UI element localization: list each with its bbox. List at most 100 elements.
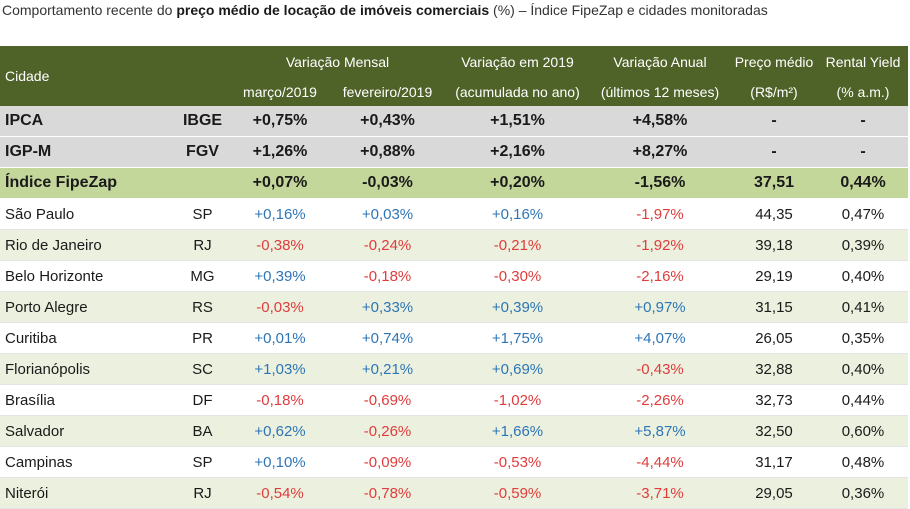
cell-march: -0,03% — [230, 291, 330, 323]
table-row: São Paulo SP +0,16% +0,03% +0,16% -1,97% 44,35… — [0, 198, 908, 230]
cell-ytd: +0,20% — [445, 167, 590, 199]
cell-code: PR — [175, 322, 230, 354]
cell-annual: -4,44% — [590, 446, 730, 478]
cell-ytd: -0,21% — [445, 229, 590, 261]
cell-feb: +0,21% — [330, 353, 445, 385]
cell-price: 37,51 — [730, 167, 818, 199]
table-row: Campinas SP +0,10% -0,09% -0,53% -4,44% 31,17 0… — [0, 446, 908, 478]
table-row: IGP-M FGV +1,26% +0,88% +2,16% +8,27% - - — [0, 136, 908, 168]
cell-yield: 0,35% — [818, 322, 908, 354]
cell-march: +0,10% — [230, 446, 330, 478]
cell-ytd: -0,59% — [445, 477, 590, 509]
header-annual-sub: (últimos 12 meses) — [590, 78, 730, 106]
cell-price: 26,05 — [730, 322, 818, 354]
cell-feb: -0,26% — [330, 415, 445, 447]
cell-ytd: +1,75% — [445, 322, 590, 354]
cell-annual: +5,87% — [590, 415, 730, 447]
table-row: Belo Horizonte MG +0,39% -0,18% -0,30% -2,16%… — [0, 260, 908, 292]
cell-code: SP — [175, 446, 230, 478]
cell-price: 29,19 — [730, 260, 818, 292]
cell-price: - — [730, 136, 818, 168]
cell-ytd: +0,39% — [445, 291, 590, 323]
cell-feb: -0,24% — [330, 229, 445, 261]
cell-price: 31,17 — [730, 446, 818, 478]
cell-name: Belo Horizonte — [0, 260, 175, 292]
cell-annual: -3,71% — [590, 477, 730, 509]
cell-name: São Paulo — [0, 198, 175, 230]
cell-code: RS — [175, 291, 230, 323]
cell-name: Campinas — [0, 446, 175, 478]
table-body: IPCA IBGE +0,75% +0,43% +1,51% +4,58% - - IGP-M F… — [0, 106, 908, 509]
cell-annual: +0,97% — [590, 291, 730, 323]
table-row: Brasília DF -0,18% -0,69% -1,02% -2,26% 32,73 0… — [0, 384, 908, 416]
cell-yield: 0,36% — [818, 477, 908, 509]
cell-price: 32,50 — [730, 415, 818, 447]
cell-price: 32,88 — [730, 353, 818, 385]
cell-code: DF — [175, 384, 230, 416]
cell-march: +0,16% — [230, 198, 330, 230]
cell-yield: 0,39% — [818, 229, 908, 261]
header-annual: Variação Anual — [590, 46, 730, 78]
table-row: Rio de Janeiro RJ -0,38% -0,24% -0,21% -1,92%… — [0, 229, 908, 261]
cell-name: Porto Alegre — [0, 291, 175, 323]
cell-feb: -0,78% — [330, 477, 445, 509]
cell-march: +0,07% — [230, 167, 330, 199]
cell-yield: 0,48% — [818, 446, 908, 478]
cell-march: +0,39% — [230, 260, 330, 292]
cell-price: 32,73 — [730, 384, 818, 416]
header-yield-sub: (% a.m.) — [818, 78, 908, 106]
cell-annual: +8,27% — [590, 136, 730, 168]
cell-ytd: +1,66% — [445, 415, 590, 447]
cell-annual: -2,26% — [590, 384, 730, 416]
header-march: março/2019 — [230, 78, 330, 106]
cell-march: -0,38% — [230, 229, 330, 261]
cell-feb: -0,18% — [330, 260, 445, 292]
cell-name: IGP-M — [0, 136, 175, 168]
cell-march: -0,54% — [230, 477, 330, 509]
cell-ytd: +1,51% — [445, 106, 590, 137]
cell-price: 29,05 — [730, 477, 818, 509]
cell-march: +1,03% — [230, 353, 330, 385]
cell-code: RJ — [175, 477, 230, 509]
cell-ytd: +0,16% — [445, 198, 590, 230]
header-ytd-sub: (acumulada no ano) — [445, 78, 590, 106]
cell-feb: +0,88% — [330, 136, 445, 168]
cell-annual: -1,56% — [590, 167, 730, 199]
cell-name: Brasília — [0, 384, 175, 416]
header-monthly: Variação Mensal — [230, 46, 445, 78]
header-feb: fevereiro/2019 — [330, 78, 445, 106]
caption-bold: preço médio de locação de imóveis comerc… — [176, 2, 490, 18]
cell-name: Florianópolis — [0, 353, 175, 385]
header-ytd: Variação em 2019 — [445, 46, 590, 78]
cell-march: +0,62% — [230, 415, 330, 447]
cell-code — [175, 167, 230, 199]
cell-yield: 0,41% — [818, 291, 908, 323]
table-row: Porto Alegre RS -0,03% +0,33% +0,39% +0,97% 31… — [0, 291, 908, 323]
cell-code: MG — [175, 260, 230, 292]
cell-annual: +4,07% — [590, 322, 730, 354]
cell-name: IPCA — [0, 106, 175, 137]
cell-yield: 0,40% — [818, 260, 908, 292]
cell-feb: -0,09% — [330, 446, 445, 478]
table-row: Curitiba PR +0,01% +0,74% +1,75% +4,07% 26,05 0… — [0, 322, 908, 354]
cell-name: Salvador — [0, 415, 175, 447]
cell-ytd: +2,16% — [445, 136, 590, 168]
cell-name: Curitiba — [0, 322, 175, 354]
cell-annual: -1,97% — [590, 198, 730, 230]
cell-march: -0,18% — [230, 384, 330, 416]
cell-ytd: +0,69% — [445, 353, 590, 385]
cell-annual: -2,16% — [590, 260, 730, 292]
cell-feb: +0,03% — [330, 198, 445, 230]
cell-yield: 0,44% — [818, 384, 908, 416]
table-row: Niterói RJ -0,54% -0,78% -0,59% -3,71% 29,05 0,… — [0, 477, 908, 509]
table-row: IPCA IBGE +0,75% +0,43% +1,51% +4,58% - - — [0, 106, 908, 137]
cell-yield: 0,40% — [818, 353, 908, 385]
cell-code: BA — [175, 415, 230, 447]
cell-yield: - — [818, 136, 908, 168]
cell-annual: +4,58% — [590, 106, 730, 137]
cell-price: - — [730, 106, 818, 137]
cell-annual: -1,92% — [590, 229, 730, 261]
cell-feb: -0,03% — [330, 167, 445, 199]
cell-yield: 0,44% — [818, 167, 908, 199]
cell-feb: +0,33% — [330, 291, 445, 323]
